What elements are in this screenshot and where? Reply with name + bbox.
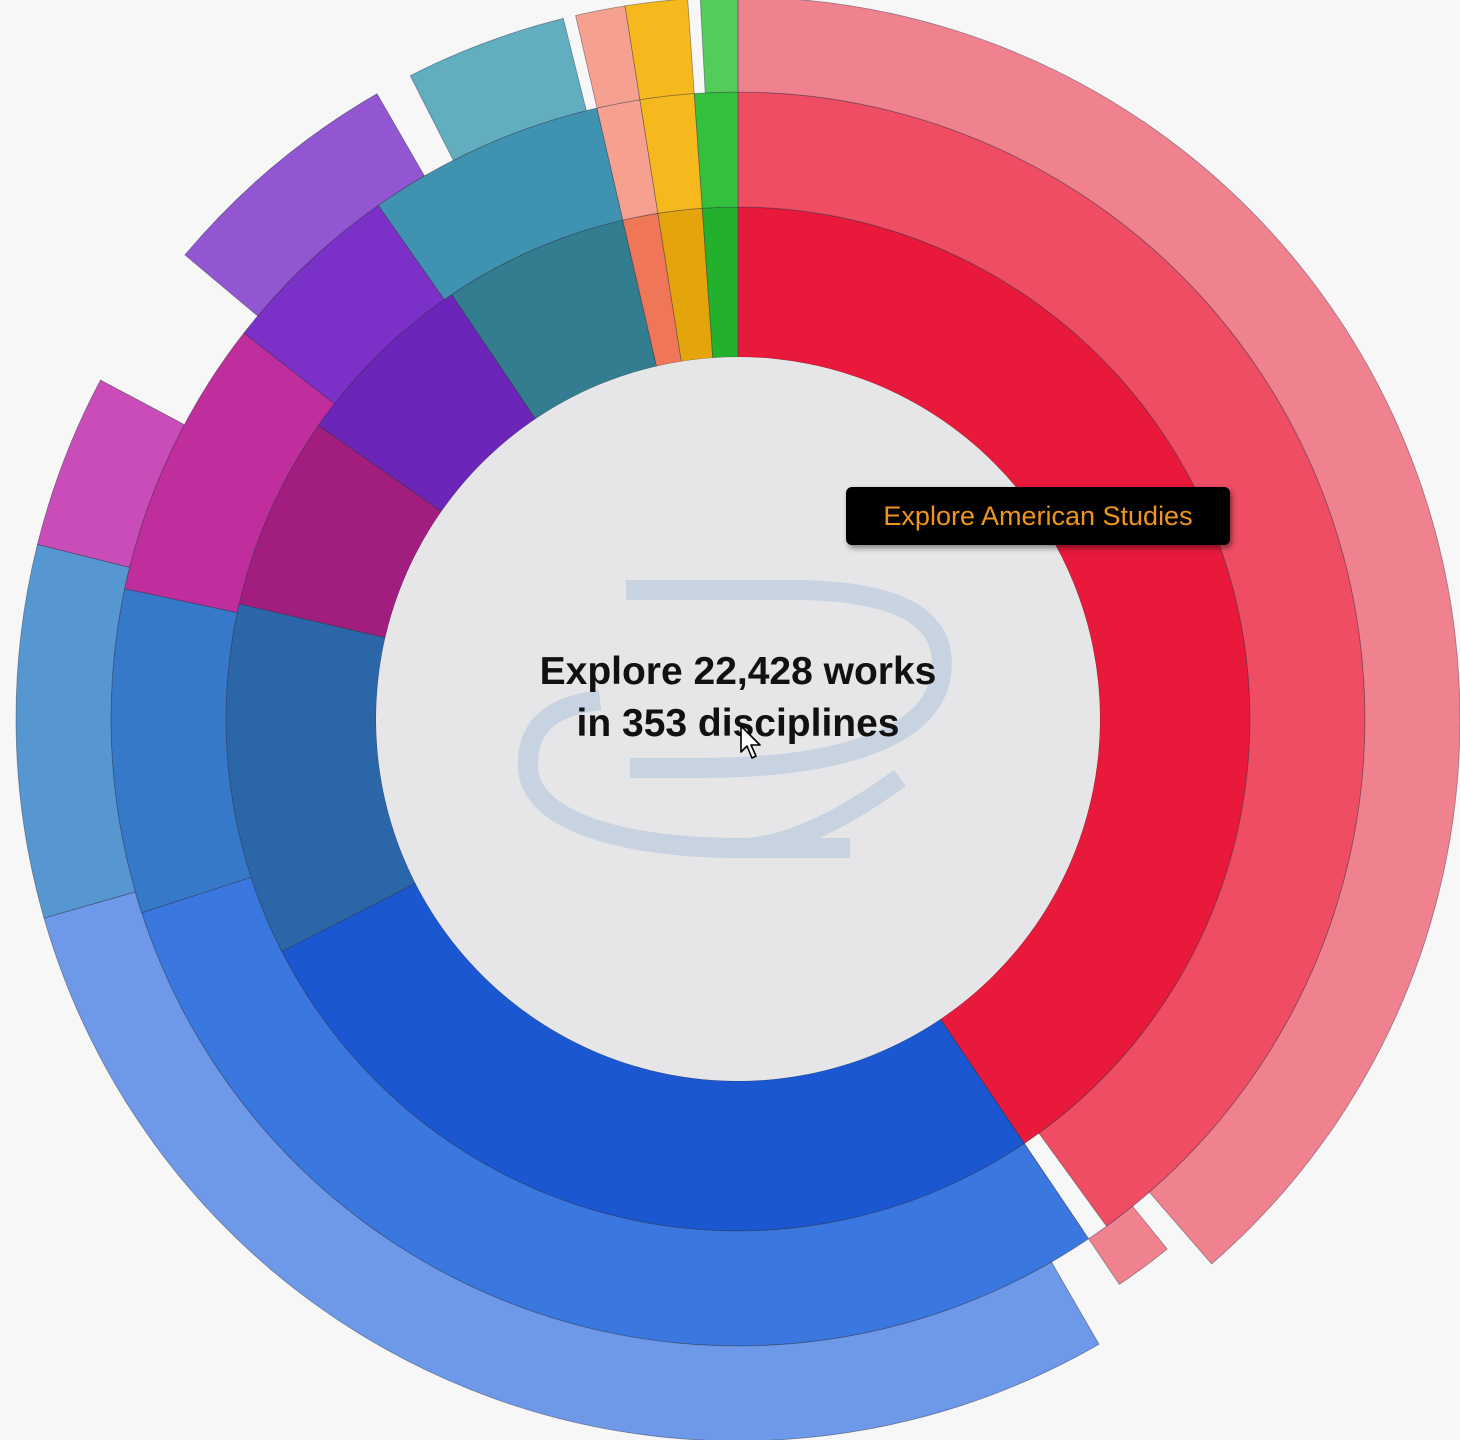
curved-arrow-logo-icon bbox=[517, 580, 952, 858]
sunburst-segment-5-ring-1[interactable] bbox=[377, 107, 624, 301]
explore-all-center-button[interactable] bbox=[376, 357, 1100, 1081]
segment-tooltip: Explore American Studies bbox=[846, 487, 1230, 545]
sunburst-segment-1-ring-1[interactable] bbox=[141, 876, 1090, 1347]
sunburst-segment-8-ring-1[interactable] bbox=[693, 91, 739, 209]
sunburst-segment-8-ring-2[interactable] bbox=[699, 0, 739, 94]
sunburst-segments bbox=[15, 0, 1460, 1440]
sunburst-segment-3-ring-2[interactable] bbox=[36, 379, 185, 568]
sunburst-segment-5-ring-2[interactable] bbox=[409, 17, 587, 161]
sunburst-segment-4-ring-2[interactable] bbox=[184, 93, 426, 317]
sunburst-segment-0-ring-1[interactable] bbox=[737, 91, 1366, 1227]
sunburst-segment-0-ring-2[interactable] bbox=[737, 0, 1460, 1265]
